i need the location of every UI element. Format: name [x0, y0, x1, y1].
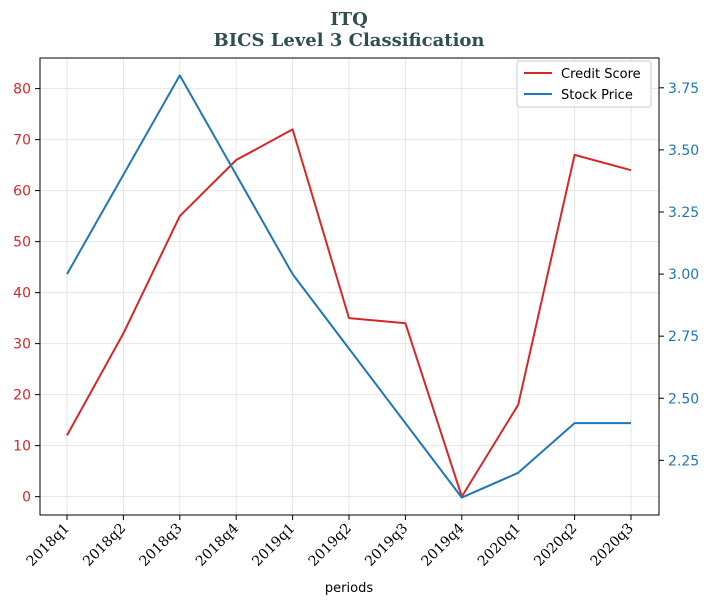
x-tick-label: 2020q1 — [475, 521, 524, 570]
x-tick-label: 2019q4 — [418, 520, 467, 569]
y-right-tick-label: 3.50 — [668, 143, 699, 159]
x-tick-label: 2018q3 — [136, 521, 185, 570]
x-tick-label: 2019q3 — [362, 521, 411, 570]
y-right-tick-label: 3.00 — [668, 267, 699, 283]
y-left-tick-label: 60 — [13, 184, 31, 200]
y-right-tick-label: 3.75 — [668, 81, 699, 97]
y-left-tick-label: 30 — [13, 337, 31, 353]
series-line-credit-score — [66, 128, 632, 498]
y-left-tick-label: 50 — [13, 235, 31, 251]
y-left-tick-label: 10 — [13, 439, 31, 455]
chart-subtitle: BICS Level 3 Classification — [213, 30, 484, 51]
y-right-tick-label: 2.75 — [668, 329, 699, 345]
x-tick-label: 2019q1 — [249, 521, 298, 570]
y-left-tick-label: 0 — [22, 490, 31, 506]
x-tick-label: 2020q3 — [588, 521, 637, 570]
x-tick-label: 2018q1 — [24, 521, 73, 570]
series-lines — [66, 74, 632, 499]
legend-label-credit-score: Credit Score — [561, 67, 641, 82]
series-line-stock-price — [66, 74, 631, 499]
y-right-tick-label: 3.25 — [668, 205, 699, 221]
x-axis-label: periods — [325, 581, 373, 596]
y-left-tick-label: 40 — [13, 286, 31, 302]
legend: Credit Score Stock Price — [516, 60, 652, 108]
grid — [40, 58, 659, 515]
y-left-tick-label: 70 — [13, 133, 31, 149]
x-tick-label: 2018q4 — [193, 520, 242, 569]
x-tick-label: 2020q2 — [531, 521, 580, 570]
legend-label-stock-price: Stock Price — [561, 88, 633, 103]
axes — [35, 57, 664, 520]
plot-frame — [39, 57, 660, 516]
x-tick-label: 2019q2 — [306, 521, 355, 570]
chart-title: ITQ — [330, 9, 368, 30]
y-left-tick-label: 80 — [13, 82, 31, 98]
y-right-tick-label: 2.50 — [668, 391, 699, 407]
y-left-tick-label: 20 — [13, 388, 31, 404]
y-right-tick-label: 2.25 — [668, 453, 699, 469]
x-tick-label: 2018q2 — [80, 521, 129, 570]
